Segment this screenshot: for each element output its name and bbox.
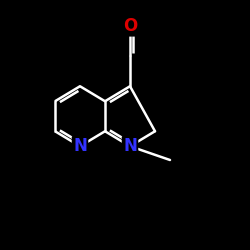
Text: O: O [123, 17, 137, 35]
Text: N: N [123, 137, 137, 155]
Text: N: N [73, 137, 87, 155]
